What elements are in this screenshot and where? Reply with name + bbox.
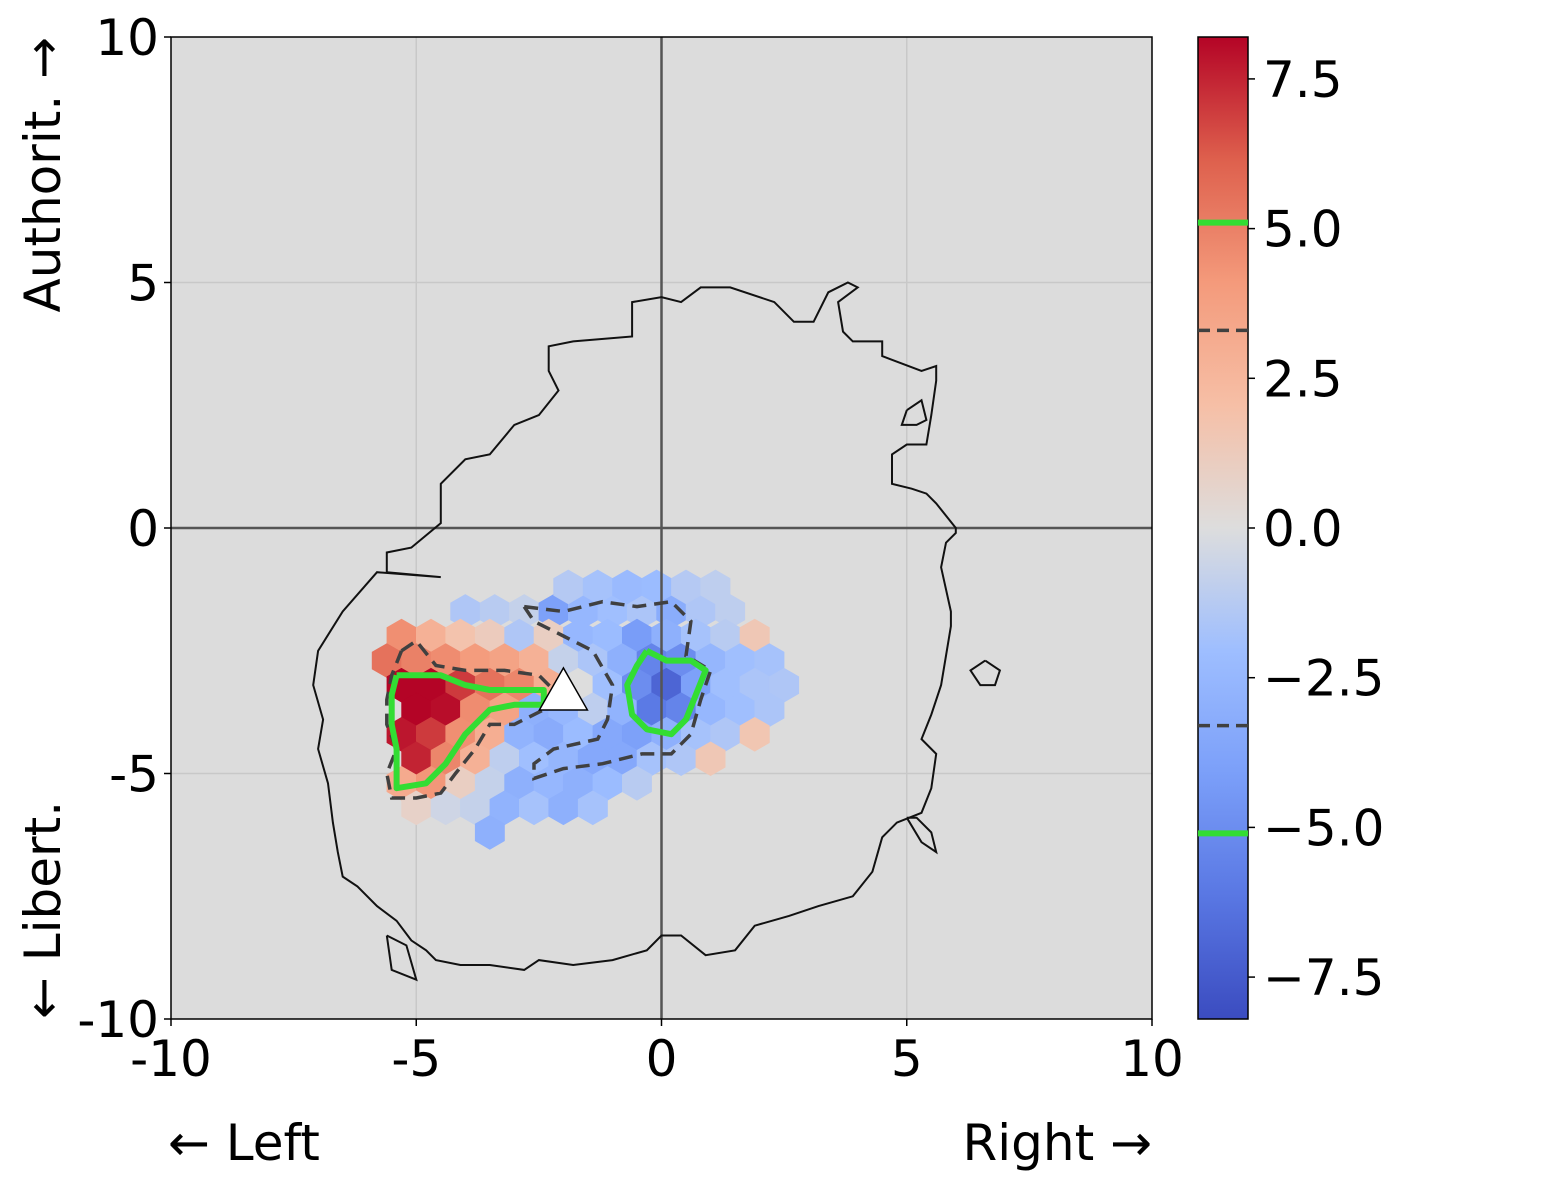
colorbar-ticks: 7.5 5.0 2.5 0.0 −2.5 −5.0 −7.5 (1248, 51, 1384, 1007)
y-tick-label: 0 (127, 500, 159, 558)
y-tick-label: -10 (77, 991, 159, 1049)
colorbar-tick-label: 5.0 (1263, 201, 1343, 259)
contour-positive-solid (388, 672, 547, 792)
contour-negative-solid (624, 648, 709, 738)
outer-contour-island (905, 816, 938, 855)
x-tick-label: 5 (891, 1030, 923, 1088)
hex-cell (622, 766, 652, 801)
hex-cell (695, 741, 726, 777)
x-tick-label: -5 (391, 1030, 441, 1088)
colorbar-tick-label: −5.0 (1263, 799, 1384, 857)
y-label-bottom: ← Libert. (14, 801, 72, 1019)
contour-layer (312, 281, 1002, 982)
y-label-top: Authorit. → (14, 37, 72, 313)
colorbar-tick-label: −7.5 (1263, 949, 1384, 1007)
hex-cell (700, 569, 731, 605)
contour-positive-dashed (384, 638, 556, 800)
hexbin-layer (371, 569, 800, 850)
hex-cell (474, 815, 505, 850)
hex-cell (739, 716, 770, 752)
outer-contour (312, 281, 957, 971)
colorbar-contour-lines (1198, 219, 1248, 837)
colorbar-tick-label: 7.5 (1263, 51, 1343, 109)
x-tick-label: 10 (1120, 1030, 1184, 1088)
x-tick-label: 0 (646, 1030, 678, 1088)
colorbar-tick-label: 0.0 (1263, 500, 1343, 558)
y-tick-label: 10 (95, 9, 159, 67)
colorbar-tick-label: 2.5 (1263, 350, 1343, 408)
marker-layer (538, 666, 589, 711)
x-label-left: ← Left (168, 1114, 320, 1172)
triangle-marker (538, 666, 589, 711)
x-tick-label: -10 (130, 1030, 212, 1088)
colorbar (1197, 36, 1249, 1020)
contour-negative-dashed (522, 599, 713, 781)
colorbar-tick-label: −2.5 (1263, 650, 1384, 708)
axis-ticks: -10 -5 0 5 10 10 5 0 -5 -10 (77, 9, 1183, 1088)
outer-contour-island (385, 934, 418, 982)
y-tick-label: -5 (109, 746, 159, 804)
outer-contour-island (969, 659, 1002, 687)
outer-contour-island (900, 398, 928, 426)
x-label-right: Right → (963, 1114, 1152, 1172)
y-tick-label: 5 (127, 255, 159, 313)
hex-cell (577, 790, 608, 826)
